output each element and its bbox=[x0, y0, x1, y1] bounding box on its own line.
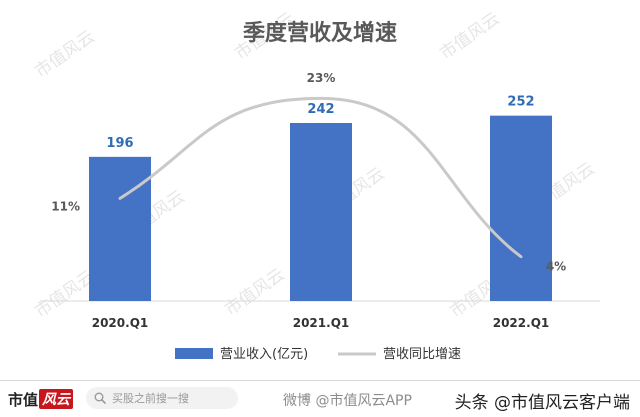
bar-2022.Q1 bbox=[490, 115, 552, 302]
growth-label-2020.Q1: 11% bbox=[51, 199, 80, 213]
watermark-text: 市值风云 bbox=[31, 27, 98, 82]
x-axis-ticks: 2020.Q1 2021.Q1 2022.Q1 bbox=[92, 316, 550, 330]
x-tick-2021.Q1: 2021.Q1 bbox=[293, 316, 350, 330]
brand-logo-script: 风云 bbox=[39, 389, 74, 409]
bar-2021.Q1 bbox=[290, 123, 352, 301]
account-label: 头条 @市值风云客户端 bbox=[454, 393, 630, 413]
chart-title: 季度营收及增速 bbox=[243, 20, 397, 46]
brand-logo-text: 市值 bbox=[8, 390, 39, 409]
bar-series: 196 242 252 bbox=[89, 95, 552, 302]
brand-logo: 市值 风云 bbox=[8, 389, 74, 409]
bar-label-2020.Q1: 196 bbox=[106, 136, 133, 151]
growth-label-2021.Q1: 23% bbox=[307, 71, 336, 85]
search-placeholder: 买股之前搜一搜 bbox=[112, 392, 189, 405]
growth-line bbox=[118, 96, 523, 259]
weibo-watermark: 微博 @市值风云APP bbox=[283, 393, 412, 409]
legend: 营业收入(亿元) 营收同比增速 bbox=[175, 347, 461, 362]
search-icon bbox=[92, 390, 108, 406]
watermark-text: 市值风云 bbox=[436, 9, 503, 64]
x-tick-2022.Q1: 2022.Q1 bbox=[493, 316, 550, 330]
legend-swatch-revenue bbox=[175, 348, 213, 359]
bar-label-2022.Q1: 252 bbox=[507, 95, 534, 110]
footer-bar: 市值 风云 买股之前搜一搜 微博 @市值风云APP 头条 @市值风云客户端 bbox=[0, 381, 640, 417]
x-tick-2020.Q1: 2020.Q1 bbox=[92, 316, 149, 330]
watermark-text: 市值风云 bbox=[31, 267, 98, 322]
growth-line-series: 11% 23% 4% bbox=[51, 71, 566, 274]
bar-2020.Q1 bbox=[89, 156, 151, 301]
growth-label-2022.Q1: 4% bbox=[546, 260, 566, 274]
watermark-text: 市值风云 bbox=[221, 265, 288, 320]
chart-frame: 市值风云 市值风云 市值风云 市值风云 市值风云 市值风云 市值风云 市值风云 市值风云 季度营… bbox=[0, 9, 640, 381]
bar-label-2021.Q1: 242 bbox=[307, 102, 334, 117]
search-input[interactable]: 买股之前搜一搜 bbox=[86, 387, 238, 409]
legend-label-revenue: 营业收入(亿元) bbox=[220, 347, 308, 362]
legend-label-growth: 营收同比增速 bbox=[383, 347, 461, 362]
